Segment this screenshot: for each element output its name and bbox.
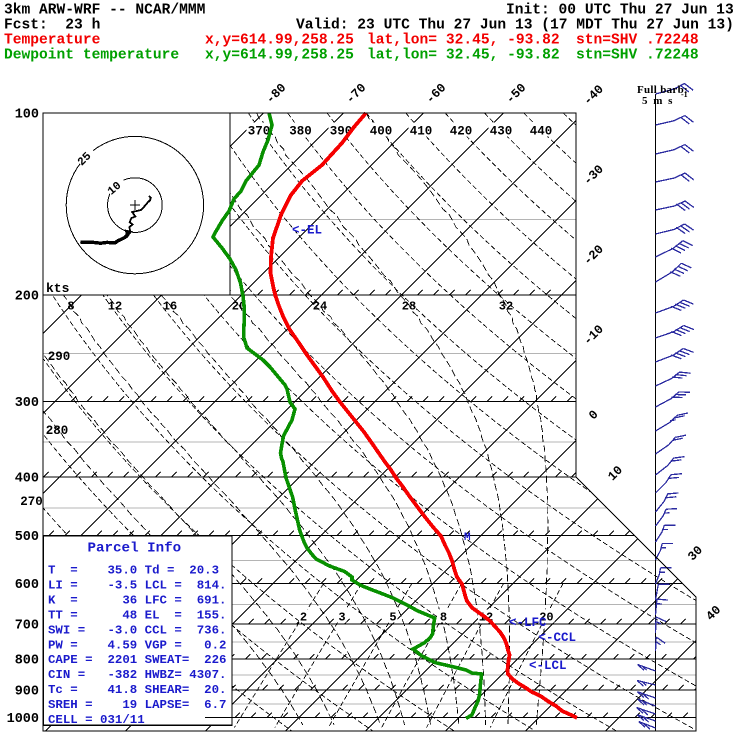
svg-text:420: 420 xyxy=(450,125,473,139)
svg-text:380: 380 xyxy=(289,125,312,139)
svg-text:PW = 4.59 VGP = 0.2: PW = 4.59 VGP = 0.2 xyxy=(48,638,226,652)
svg-text:Valid: 23 UTC Thu 27 Jun 13 (1: Valid: 23 UTC Thu 27 Jun 13 (17 MDT Thu … xyxy=(296,18,734,34)
svg-text:290: 290 xyxy=(48,350,71,364)
svg-text:T = 35.0 Td = 20.3: T = 35.0 Td = 20.3 xyxy=(48,564,219,578)
svg-text:x,y=614.99,258.25: x,y=614.99,258.25 xyxy=(205,48,354,64)
svg-text:12: 12 xyxy=(108,300,122,314)
svg-text:440: 440 xyxy=(530,125,553,139)
svg-text:lat,lon= 32.45, -93.82: lat,lon= 32.45, -93.82 xyxy=(367,48,560,64)
svg-text:Dewpoint temperature: Dewpoint temperature xyxy=(4,48,179,64)
svg-text:<-EL: <-EL xyxy=(292,224,322,238)
svg-text:K = 36 LFC = 691.: K = 36 LFC = 691. xyxy=(48,593,226,607)
svg-text:3: 3 xyxy=(338,611,345,625)
svg-text:16: 16 xyxy=(163,300,177,314)
svg-text:700: 700 xyxy=(15,619,39,634)
svg-text:400: 400 xyxy=(370,125,393,139)
svg-text:5: 5 xyxy=(389,611,396,625)
svg-text:20: 20 xyxy=(539,611,553,625)
svg-text:3km ARW-WRF -- NCAR/MMM: 3km ARW-WRF -- NCAR/MMM xyxy=(4,3,206,19)
svg-text:32: 32 xyxy=(499,300,513,314)
svg-text:270: 270 xyxy=(20,495,43,509)
svg-text:400: 400 xyxy=(15,472,39,487)
svg-text:370: 370 xyxy=(248,125,271,139)
svg-text:Tc = 41.8 SHEAR= 20.: Tc = 41.8 SHEAR= 20. xyxy=(48,683,226,697)
svg-text:LI = -3.5 LCL = 814.: LI = -3.5 LCL = 814. xyxy=(48,579,226,593)
svg-text:280: 280 xyxy=(46,424,69,438)
svg-text:CELL = 031/11: CELL = 031/11 xyxy=(48,713,145,727)
svg-text:SREH = 19 LAPSE= 6.7: SREH = 19 LAPSE= 6.7 xyxy=(48,698,226,712)
svg-text:Full barb:: Full barb: xyxy=(637,84,688,96)
svg-text:TT = 48 EL = 155.: TT = 48 EL = 155. xyxy=(48,608,226,622)
svg-text:8: 8 xyxy=(440,611,447,625)
svg-text:5 m s: 5 m s xyxy=(642,95,674,107)
svg-text:x,y=614.99,258.25: x,y=614.99,258.25 xyxy=(205,33,354,49)
svg-text:-1: -1 xyxy=(681,90,688,99)
svg-text:Parcel Info: Parcel Info xyxy=(88,540,182,556)
svg-text:<-CCL: <-CCL xyxy=(539,631,577,645)
svg-text:Fcst: 23 h: Fcst: 23 h xyxy=(4,18,100,34)
svg-text:200: 200 xyxy=(15,290,39,305)
svg-text:2: 2 xyxy=(300,611,307,625)
svg-text:CIN = -382 HWBZ= 4307.: CIN = -382 HWBZ= 4307. xyxy=(48,668,226,682)
svg-text:Temperature: Temperature xyxy=(4,33,101,49)
svg-text:Init: 00 UTC Thu 27 Jun 13: Init: 00 UTC Thu 27 Jun 13 xyxy=(506,3,734,19)
svg-text:28: 28 xyxy=(402,300,416,314)
svg-text:500: 500 xyxy=(15,530,39,545)
svg-text:<-LCL: <-LCL xyxy=(529,659,567,673)
svg-text:600: 600 xyxy=(15,578,39,593)
svg-text:<-LFC: <-LFC xyxy=(509,616,547,630)
svg-text:stn=SHV .72248: stn=SHV .72248 xyxy=(576,33,699,49)
svg-text:stn=SHV .72248: stn=SHV .72248 xyxy=(576,48,699,64)
svg-text:SWI = -3.0 CCL = 736.: SWI = -3.0 CCL = 736. xyxy=(48,623,226,637)
svg-text:8: 8 xyxy=(67,300,74,314)
svg-text:410: 410 xyxy=(410,125,433,139)
svg-text:CAPE = 2201 SWEAT= 226: CAPE = 2201 SWEAT= 226 xyxy=(48,653,226,667)
svg-text:900: 900 xyxy=(15,685,39,700)
svg-text:M: M xyxy=(464,532,471,544)
svg-text:kts: kts xyxy=(46,281,70,296)
svg-text:300: 300 xyxy=(15,396,39,411)
svg-text:430: 430 xyxy=(490,125,513,139)
svg-text:24: 24 xyxy=(313,300,327,314)
svg-text:lat,lon= 32.45, -93.82: lat,lon= 32.45, -93.82 xyxy=(367,33,560,49)
svg-text:1000: 1000 xyxy=(7,712,39,727)
svg-text:100: 100 xyxy=(15,108,39,123)
svg-text:800: 800 xyxy=(15,654,39,669)
